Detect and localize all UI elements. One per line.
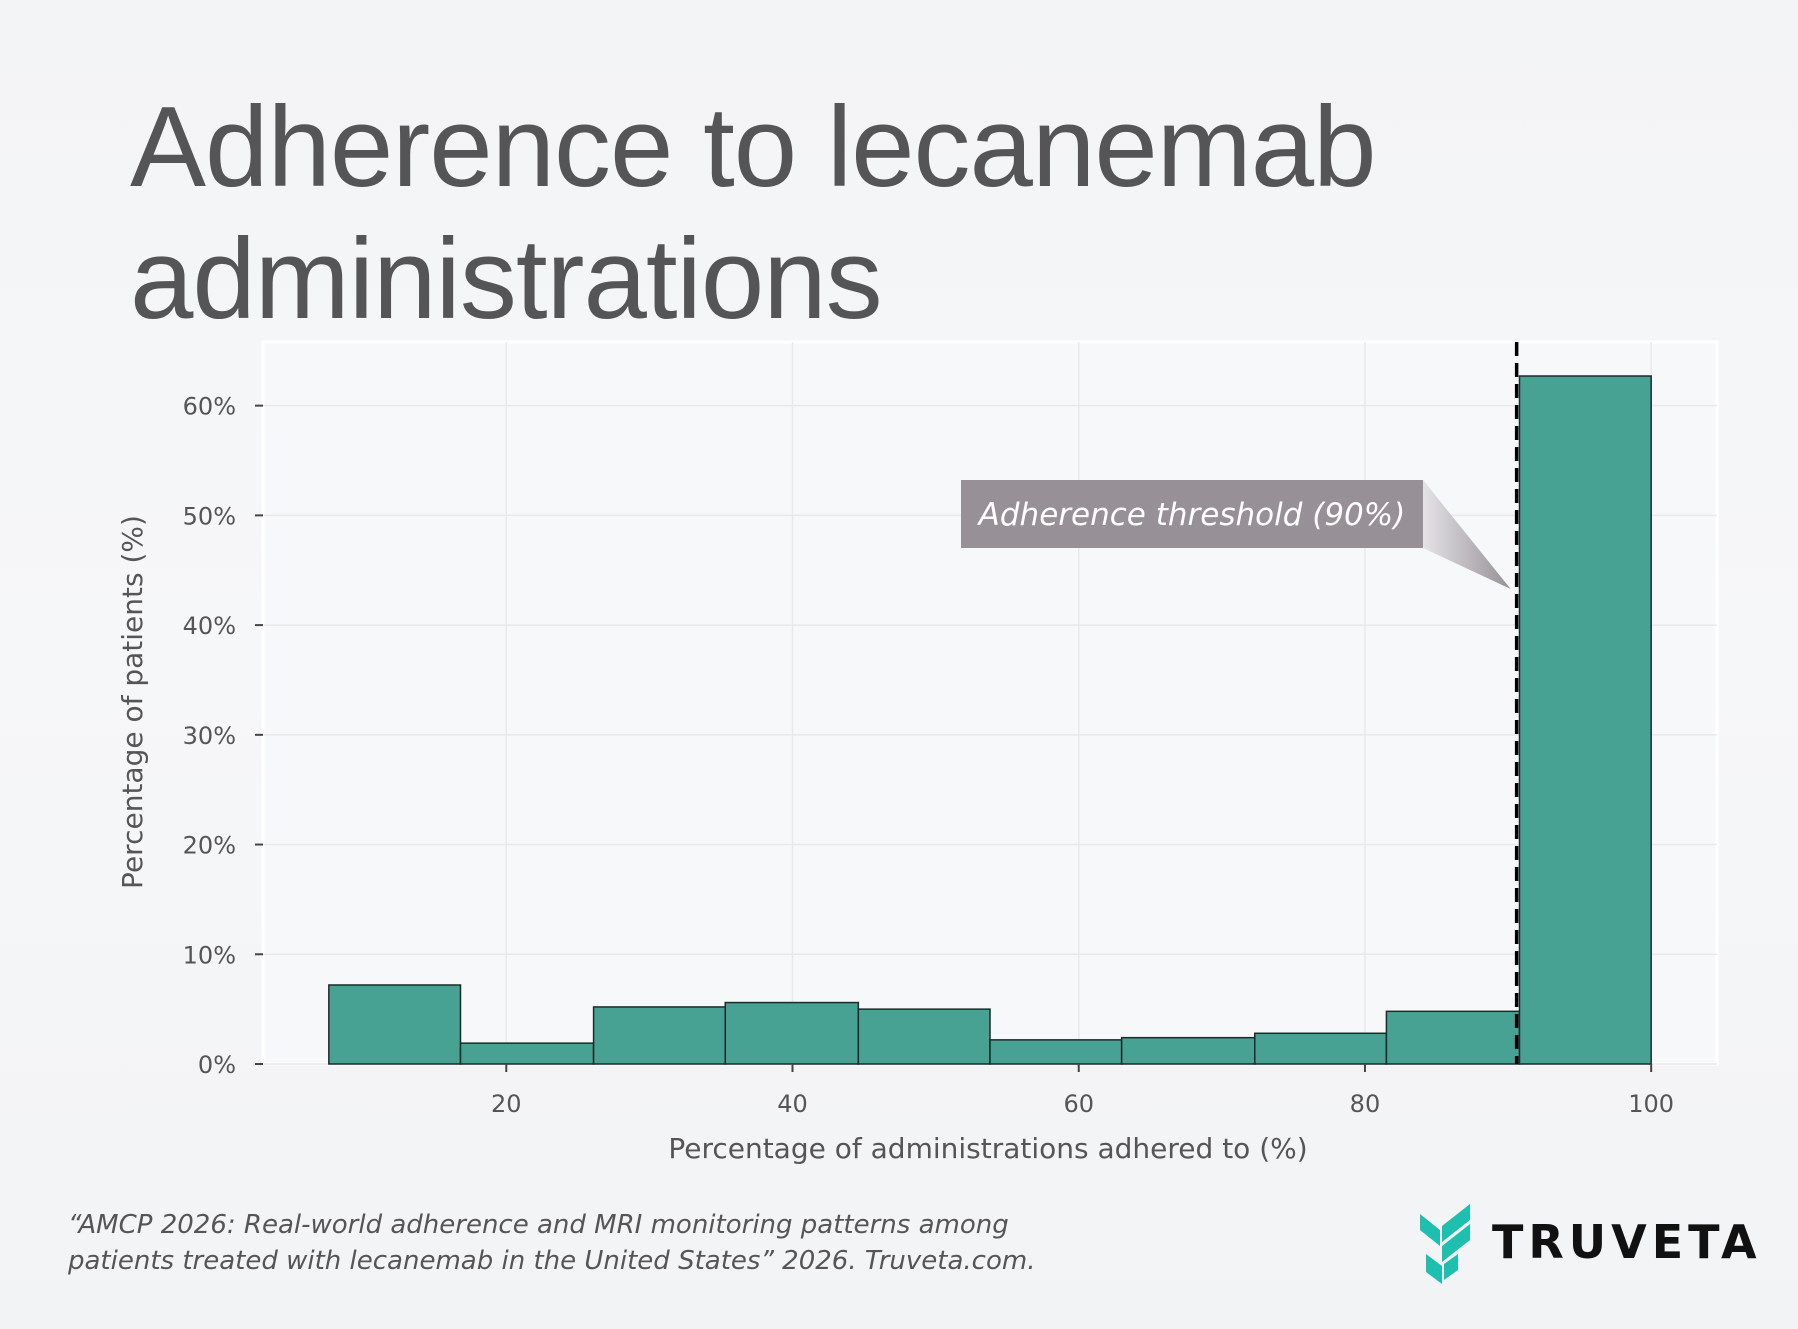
histogram-bar bbox=[328, 984, 462, 1065]
histogram-bar bbox=[857, 1008, 991, 1065]
truveta-logo: TRUVETA bbox=[1418, 1198, 1762, 1286]
x-tick-label: 100 bbox=[1628, 1090, 1674, 1118]
y-tick-label: 20% bbox=[183, 832, 236, 860]
title-line-1: Adherence to lecanemab bbox=[130, 84, 1377, 211]
y-tick-label: 50% bbox=[183, 502, 236, 530]
annotation-pointer bbox=[1423, 480, 1511, 589]
plot-area bbox=[261, 340, 1719, 1066]
x-tick-label: 60 bbox=[1063, 1090, 1094, 1118]
annotation-label: Adherence threshold (90%) bbox=[977, 497, 1406, 533]
x-tick-label: 20 bbox=[491, 1090, 522, 1118]
histogram-bar bbox=[1254, 1032, 1388, 1065]
truveta-logo-icon bbox=[1420, 1204, 1470, 1284]
y-tick-label: 40% bbox=[183, 612, 236, 640]
annotation-box bbox=[961, 480, 1423, 548]
x-axis-label: Percentage of administrations adhered to… bbox=[668, 1132, 1307, 1165]
histogram-bar bbox=[989, 1039, 1123, 1065]
histogram-bar bbox=[592, 1006, 726, 1065]
citation-line-2: patients treated with lecanemab in the U… bbox=[68, 1246, 1036, 1276]
histogram-bar bbox=[459, 1042, 595, 1065]
histogram-bar bbox=[1120, 1036, 1256, 1065]
histogram-bar bbox=[1518, 375, 1652, 1065]
y-tick-label: 60% bbox=[183, 393, 236, 421]
citation: “AMCP 2026: Real-world adherence and MRI… bbox=[68, 1207, 1035, 1279]
citation-line-1: “AMCP 2026: Real-world adherence and MRI… bbox=[68, 1210, 1009, 1240]
x-tick-label: 40 bbox=[777, 1090, 808, 1118]
logo-text: TRUVETA bbox=[1492, 1215, 1762, 1269]
y-axis-label: Percentage of patients (%) bbox=[116, 515, 149, 889]
title-line-2: administrations bbox=[130, 216, 883, 343]
page-title: Adherence to lecanemab administrations bbox=[130, 82, 1377, 346]
y-tick-label: 0% bbox=[198, 1051, 236, 1079]
histogram-bar bbox=[1385, 1010, 1521, 1065]
y-tick-label: 30% bbox=[183, 722, 236, 750]
x-tick-label: 80 bbox=[1350, 1090, 1381, 1118]
y-tick-label: 10% bbox=[183, 941, 236, 969]
histogram-bar bbox=[724, 1001, 860, 1065]
